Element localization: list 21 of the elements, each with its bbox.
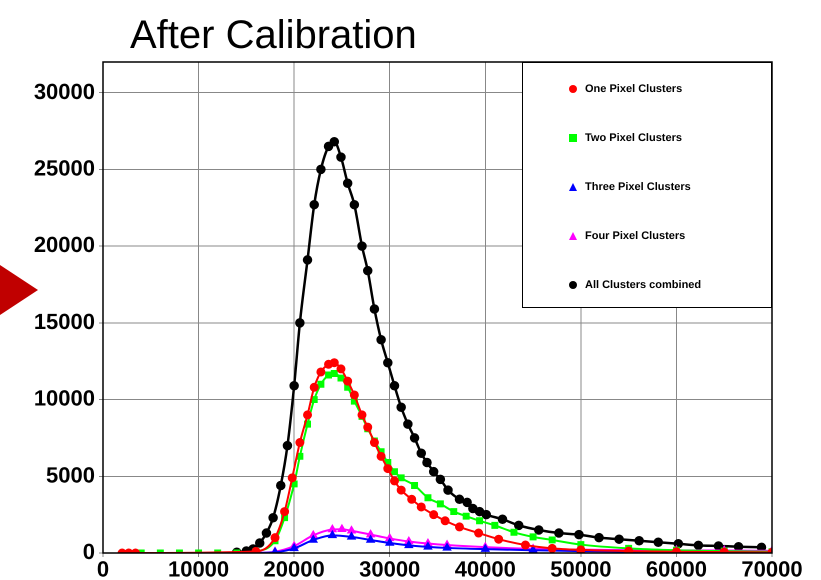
legend-label: One Pixel Clusters [585,83,682,95]
x-tick-label: 50000 [550,556,612,580]
y-tick-label: 10000 [34,386,95,411]
chart-title: After Calibration [130,13,417,57]
x-tick-label: 30000 [359,556,420,580]
legend-label: Three Pixel Clusters [585,181,691,193]
x-tick-label: 60000 [646,556,708,580]
x-tick-label: 10000 [168,556,230,580]
y-tick-label: 20000 [34,232,95,258]
x-tick-label: 70000 [741,556,803,580]
x-tick-label: 20000 [264,556,325,580]
y-tick-label: 30000 [34,78,95,104]
legend-label: All Clusters combined [585,279,702,291]
y-tick-label: 25000 [34,155,95,180]
legend-label: Two Pixel Clusters [585,132,682,144]
x-tick-label: 0 [96,556,110,580]
y-tick-label: 0 [82,539,95,564]
x-tick-label: 40000 [454,556,516,580]
legend-label: Four Pixel Clusters [585,230,686,242]
y-tick-label: 5000 [46,462,95,488]
y-tick-label: 15000 [34,308,95,334]
